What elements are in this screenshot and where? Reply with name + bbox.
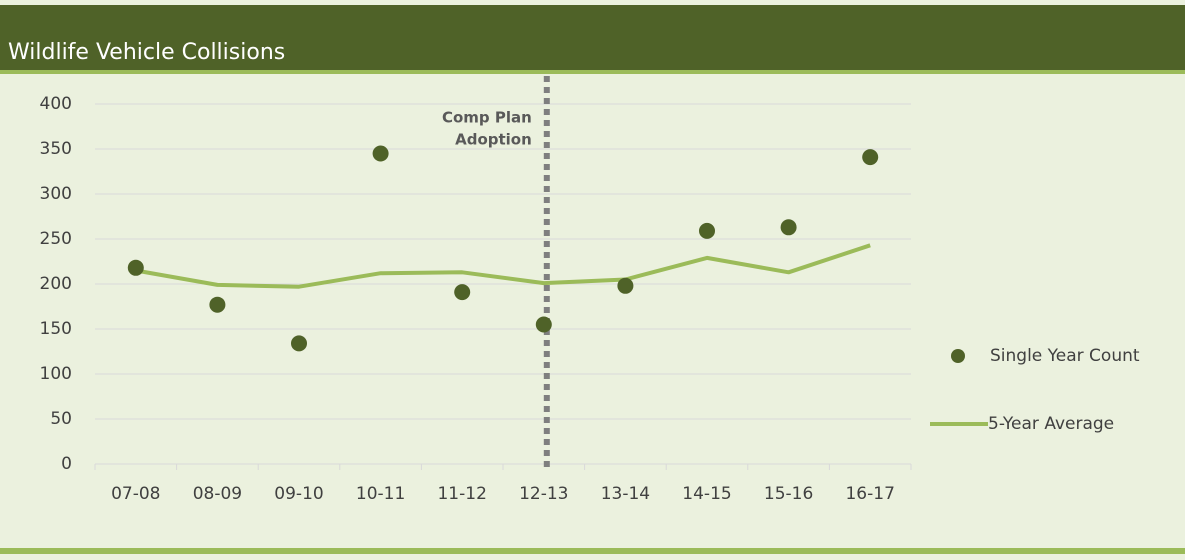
x-tick-label: 09-10 <box>274 484 323 504</box>
legend-label: 5-Year Average <box>988 414 1114 434</box>
legend-label: Single Year Count <box>990 346 1140 366</box>
scatter-point <box>617 277 634 294</box>
x-tick-label: 13-14 <box>601 484 650 504</box>
x-tick-label: 14-15 <box>682 484 731 504</box>
scatter-point <box>127 259 144 276</box>
x-tick-label: 08-09 <box>193 484 242 504</box>
legend-marker <box>951 349 965 363</box>
y-tick-label: 150 <box>40 319 72 339</box>
scatter-point <box>862 149 879 166</box>
x-tick-label: 12-13 <box>519 484 568 504</box>
x-tick-label: 11-12 <box>437 484 486 504</box>
scatter-point <box>291 335 307 352</box>
footer-rule <box>0 548 1185 554</box>
scatter-point <box>372 145 389 162</box>
y-tick-label: 250 <box>40 229 72 249</box>
y-tick-label: 400 <box>40 94 72 114</box>
x-tick-label: 15-16 <box>764 484 813 504</box>
y-tick-label: 100 <box>40 364 72 384</box>
scatter-point <box>699 222 715 239</box>
scatter-point <box>780 219 797 236</box>
scatter-point <box>209 296 226 313</box>
header-rule <box>0 70 1185 74</box>
x-tick-label: 07-08 <box>111 484 160 504</box>
chart-title: Wildlife Vehicle Collisions <box>8 40 285 65</box>
x-tick-label: 10-11 <box>356 484 405 504</box>
x-tick-label: 16-17 <box>845 484 894 504</box>
series-line <box>135 243 871 289</box>
y-tick-label: 350 <box>40 139 72 159</box>
y-tick-label: 0 <box>61 454 72 474</box>
scatter-point <box>535 316 552 333</box>
annotation-text: Adoption <box>455 131 532 149</box>
scatter-point <box>454 284 471 301</box>
y-tick-label: 50 <box>50 409 72 429</box>
y-tick-label: 200 <box>40 274 72 294</box>
y-tick-label: 300 <box>40 184 72 204</box>
annotation-text: Comp Plan <box>442 109 532 127</box>
header-band <box>0 5 1185 70</box>
